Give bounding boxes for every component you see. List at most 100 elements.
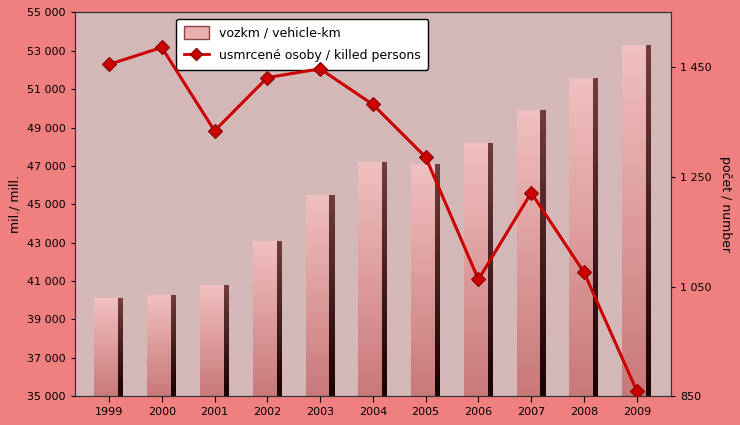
Bar — [488, 286, 493, 289]
Bar — [382, 212, 387, 215]
Bar — [171, 296, 176, 297]
Bar — [223, 310, 229, 312]
Bar — [411, 257, 435, 260]
Bar — [223, 380, 229, 381]
Bar — [223, 378, 229, 380]
Bar — [540, 314, 545, 317]
Bar — [570, 125, 593, 129]
Bar — [382, 247, 387, 250]
Bar — [253, 250, 277, 252]
Bar — [306, 328, 329, 331]
Bar — [329, 343, 334, 346]
Bar — [277, 295, 282, 297]
Bar — [464, 200, 488, 203]
Bar — [540, 171, 545, 175]
Bar — [200, 323, 223, 324]
Bar — [253, 286, 277, 287]
Bar — [622, 198, 646, 203]
Bar — [646, 264, 651, 269]
Bar — [540, 343, 545, 346]
Bar — [488, 254, 493, 257]
Bar — [540, 218, 545, 221]
Bar — [382, 250, 387, 253]
Bar — [200, 350, 223, 352]
Bar — [306, 376, 329, 379]
Bar — [200, 335, 223, 337]
Bar — [435, 173, 440, 176]
Bar — [593, 102, 599, 105]
Bar — [358, 285, 382, 288]
Bar — [435, 312, 440, 315]
Bar — [593, 253, 599, 257]
Bar — [540, 132, 545, 135]
Bar — [329, 235, 334, 238]
Bar — [171, 374, 176, 376]
Bar — [570, 360, 593, 364]
Bar — [306, 391, 329, 394]
Bar — [253, 255, 277, 256]
Bar — [411, 292, 435, 295]
Bar — [95, 319, 118, 320]
Bar — [223, 304, 229, 306]
Bar — [411, 385, 435, 388]
Bar — [147, 340, 171, 342]
Bar — [200, 288, 223, 289]
Bar — [306, 326, 329, 328]
Bar — [95, 303, 118, 304]
Bar — [622, 207, 646, 212]
Bar — [95, 362, 118, 363]
Bar — [200, 389, 223, 391]
Bar — [118, 300, 124, 301]
Bar — [277, 326, 282, 328]
Bar — [382, 332, 387, 335]
Bar — [540, 368, 545, 371]
Bar — [95, 363, 118, 364]
Bar — [488, 210, 493, 212]
Bar — [147, 333, 171, 334]
Bar — [517, 371, 540, 375]
Bar — [488, 168, 493, 171]
Bar — [488, 266, 493, 269]
Bar — [593, 265, 599, 269]
Bar — [171, 390, 176, 391]
Bar — [147, 314, 171, 315]
Bar — [147, 300, 171, 301]
Bar — [118, 313, 124, 314]
Bar — [223, 352, 229, 353]
Bar — [540, 160, 545, 164]
Bar — [517, 150, 540, 153]
Bar — [570, 94, 593, 97]
Bar — [593, 269, 599, 273]
Bar — [593, 197, 599, 201]
Bar — [329, 245, 334, 248]
Bar — [200, 361, 223, 363]
Bar — [171, 344, 176, 346]
Bar — [435, 237, 440, 239]
Bar — [382, 177, 387, 180]
Bar — [95, 318, 118, 319]
Bar — [411, 341, 435, 344]
Bar — [95, 379, 118, 380]
Bar — [253, 280, 277, 282]
Bar — [488, 374, 493, 377]
Bar — [200, 307, 223, 309]
Bar — [171, 346, 176, 347]
Bar — [147, 367, 171, 368]
Bar — [253, 359, 277, 361]
Bar — [488, 314, 493, 317]
Bar — [118, 340, 124, 341]
Bar — [277, 323, 282, 324]
Bar — [517, 378, 540, 382]
Bar — [277, 268, 282, 270]
Bar — [517, 142, 540, 146]
Bar — [253, 309, 277, 311]
Bar — [540, 339, 545, 343]
Bar — [118, 383, 124, 384]
Bar — [95, 350, 118, 351]
Bar — [622, 146, 646, 150]
Bar — [593, 229, 599, 233]
Bar — [358, 227, 382, 230]
Bar — [358, 314, 382, 317]
Bar — [540, 261, 545, 264]
Bar — [253, 293, 277, 295]
